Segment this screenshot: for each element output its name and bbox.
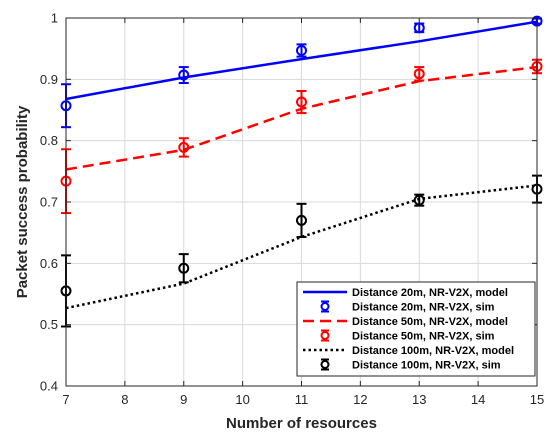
legend-entry: Distance 20m, NR-V2X, model: [303, 287, 508, 299]
y-tick-label: 0.7: [40, 195, 58, 210]
x-tick-label: 8: [121, 392, 128, 407]
data-point: [296, 96, 307, 108]
data-point: [413, 68, 425, 80]
x-tick-label: 7: [62, 392, 69, 407]
data-point: [178, 141, 190, 153]
x-tick-label: 11: [295, 392, 309, 407]
legend-entry: Distance 50m, NR-V2X, model: [303, 316, 508, 328]
series-line: [65, 20, 538, 101]
y-tick-label: 0.8: [40, 133, 58, 148]
data-point: [178, 69, 190, 81]
data-point: [296, 214, 307, 226]
legend-label: Distance 100m, NR-V2X, model: [352, 345, 514, 357]
legend-entry: Distance 50m, NR-V2X, sim: [320, 329, 495, 343]
legend-box: [296, 281, 536, 377]
legend-swatch: [320, 360, 330, 369]
x-tick-label: 13: [412, 392, 426, 407]
x-tick-label: 10: [235, 392, 249, 407]
legend-entry: Distance 100m, NR-V2X, model: [303, 345, 514, 357]
x-tick-label: 12: [353, 392, 367, 407]
axis-ticks: 7 8 9 10 11 12 13 14 15 0.4 0.5 0.6 0.7 0.8 0.9 1: [40, 11, 544, 408]
legend: Distance 20m, NR-V2X, model Distance 20m,…: [296, 281, 536, 377]
legend-label: Distance 50m, NR-V2X, model: [352, 316, 508, 328]
series-0: [65, 20, 538, 101]
x-tick-label: 9: [180, 392, 187, 407]
legend-label: Distance 50m, NR-V2X, sim: [352, 331, 495, 343]
legend-swatch: [320, 331, 330, 340]
data-point: [413, 22, 425, 34]
data-point: [296, 45, 307, 57]
data-point: [178, 262, 190, 274]
legend-swatch: [320, 302, 330, 311]
legend-entry: Distance 100m, NR-V2X, sim: [320, 358, 501, 372]
x-tick-label: 14: [471, 392, 485, 407]
y-tick-label: 0.5: [40, 317, 58, 332]
y-tick-label: 0.9: [40, 72, 58, 87]
y-tick-label: 0.4: [40, 379, 58, 394]
y-tick-label: 0.6: [40, 256, 58, 271]
legend-label: Distance 20m, NR-V2X, sim: [352, 302, 495, 314]
legend-label: Distance 20m, NR-V2X, model: [352, 287, 508, 299]
x-axis-label: Number of resources: [226, 415, 377, 432]
legend-entry: Distance 20m, NR-V2X, sim: [320, 300, 495, 314]
x-tick-label: 15: [530, 392, 544, 407]
y-tick-label: 1: [51, 11, 58, 26]
y-axis-label: Packet success probability: [14, 105, 31, 298]
legend-label: Distance 100m, NR-V2X, sim: [352, 360, 501, 372]
data-point: [413, 194, 425, 206]
grid: [65, 17, 538, 387]
